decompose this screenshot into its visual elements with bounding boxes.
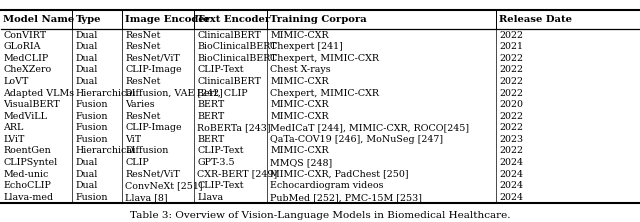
Text: Hierarchical: Hierarchical (76, 89, 136, 97)
Text: ResNet: ResNet (125, 42, 161, 51)
Text: MIMIC-CXR: MIMIC-CXR (270, 31, 329, 40)
Text: Hierarchical: Hierarchical (76, 147, 136, 155)
Text: 2022: 2022 (499, 112, 524, 121)
Text: 2023: 2023 (499, 135, 524, 144)
Text: Adapted VLMs: Adapted VLMs (3, 89, 74, 97)
Text: Chexpert [241]: Chexpert [241] (270, 42, 343, 51)
Text: Fusion: Fusion (76, 193, 108, 202)
Text: Fusion: Fusion (76, 100, 108, 109)
Text: BERT: BERT (197, 100, 225, 109)
Text: 2022: 2022 (499, 65, 524, 74)
Text: Dual: Dual (76, 42, 98, 51)
Text: EchoCLIP: EchoCLIP (3, 181, 51, 190)
Text: Llava [8]: Llava [8] (125, 193, 168, 202)
Text: Varies: Varies (125, 100, 155, 109)
Text: Fusion: Fusion (76, 135, 108, 144)
Text: Bert, CLIP: Bert, CLIP (197, 89, 248, 97)
Text: ResNet: ResNet (125, 31, 161, 40)
Text: Fusion: Fusion (76, 123, 108, 132)
Text: Dual: Dual (76, 31, 98, 40)
Text: Fusion: Fusion (76, 112, 108, 121)
Text: 2022: 2022 (499, 147, 524, 155)
Text: QaTa-COV19 [246], MoNuSeg [247]: QaTa-COV19 [246], MoNuSeg [247] (270, 135, 444, 144)
Text: Diffusion: Diffusion (125, 147, 169, 155)
Text: LoVT: LoVT (3, 77, 29, 86)
Text: GLoRIA: GLoRIA (3, 42, 41, 51)
Text: Training Corpora: Training Corpora (270, 15, 367, 24)
Text: ResNet: ResNet (125, 112, 161, 121)
Text: Dual: Dual (76, 54, 98, 63)
Text: Llava-med: Llava-med (3, 193, 53, 202)
Text: Release Date: Release Date (499, 15, 572, 24)
Text: MedICaT [244], MIMIC-CXR, ROCO[245]: MedICaT [244], MIMIC-CXR, ROCO[245] (270, 123, 469, 132)
Text: MedViLL: MedViLL (3, 112, 47, 121)
Text: CLIP: CLIP (125, 158, 149, 167)
Text: GPT-3.5: GPT-3.5 (197, 158, 235, 167)
Text: Image Encoder: Image Encoder (125, 15, 211, 24)
Text: Model Name: Model Name (3, 15, 74, 24)
Text: ClinicalBERT: ClinicalBERT (197, 31, 261, 40)
Text: 2024: 2024 (499, 158, 524, 167)
Text: CLIP-Image: CLIP-Image (125, 123, 182, 132)
Text: Llava: Llava (197, 193, 223, 202)
Text: 2024: 2024 (499, 170, 524, 179)
Text: MIMIC-CXR: MIMIC-CXR (270, 112, 329, 121)
Text: ResNet: ResNet (125, 77, 161, 86)
Text: Chest X-rays: Chest X-rays (270, 65, 331, 74)
Text: CLIP-Text: CLIP-Text (197, 65, 244, 74)
Text: Dual: Dual (76, 170, 98, 179)
Text: LViT: LViT (3, 135, 24, 144)
Text: Echocardiogram videos: Echocardiogram videos (270, 181, 383, 190)
Text: BERT: BERT (197, 135, 225, 144)
Text: 2021: 2021 (499, 42, 524, 51)
Text: ViT: ViT (125, 135, 141, 144)
Text: 2022: 2022 (499, 31, 524, 40)
Text: BioClinicalBERT: BioClinicalBERT (197, 42, 276, 51)
Text: CLIP-Image: CLIP-Image (125, 65, 182, 74)
Text: CXR-BERT [249]: CXR-BERT [249] (197, 170, 277, 179)
Text: CLIPSyntel: CLIPSyntel (3, 158, 58, 167)
Text: ARL: ARL (3, 123, 24, 132)
Text: ResNet/ViT: ResNet/ViT (125, 54, 180, 63)
Text: MIMIC-CXR: MIMIC-CXR (270, 77, 329, 86)
Text: VisualBERT: VisualBERT (3, 100, 60, 109)
Text: BERT: BERT (197, 112, 225, 121)
Text: MIMIC-CXR: MIMIC-CXR (270, 100, 329, 109)
Text: MIMIC-CXR, PadChest [250]: MIMIC-CXR, PadChest [250] (270, 170, 409, 179)
Text: Type: Type (76, 15, 101, 24)
Text: Dual: Dual (76, 181, 98, 190)
Text: MedCLIP: MedCLIP (3, 54, 49, 63)
Text: Dual: Dual (76, 158, 98, 167)
Text: 2022: 2022 (499, 123, 524, 132)
Text: ClinicalBERT: ClinicalBERT (197, 77, 261, 86)
Text: BioClinicalBERT: BioClinicalBERT (197, 54, 276, 63)
Text: PubMed [252], PMC-15M [253]: PubMed [252], PMC-15M [253] (270, 193, 422, 202)
Text: Diffusion, VAE [242]: Diffusion, VAE [242] (125, 89, 223, 97)
Text: 2024: 2024 (499, 181, 524, 190)
Text: 2022: 2022 (499, 54, 524, 63)
Text: Dual: Dual (76, 65, 98, 74)
Text: CLIP-Text: CLIP-Text (197, 181, 244, 190)
Text: ConVIRT: ConVIRT (3, 31, 46, 40)
Text: Table 3: Overview of Vision-Language Models in Biomedical Healthcare.: Table 3: Overview of Vision-Language Mod… (130, 211, 510, 220)
Text: Chexpert, MIMIC-CXR: Chexpert, MIMIC-CXR (270, 89, 379, 97)
Text: Med-unic: Med-unic (3, 170, 49, 179)
Text: ResNet/ViT: ResNet/ViT (125, 170, 180, 179)
Text: Text Encoder: Text Encoder (197, 15, 270, 24)
Text: RoBERTa [243]: RoBERTa [243] (197, 123, 271, 132)
Text: 2022: 2022 (499, 77, 524, 86)
Text: Dual: Dual (76, 77, 98, 86)
Text: MIMIC-CXR: MIMIC-CXR (270, 147, 329, 155)
Text: 2022: 2022 (499, 89, 524, 97)
Text: 2024: 2024 (499, 193, 524, 202)
Text: ConvNeXt [251]: ConvNeXt [251] (125, 181, 203, 190)
Text: Chexpert, MIMIC-CXR: Chexpert, MIMIC-CXR (270, 54, 379, 63)
Text: 2020: 2020 (499, 100, 524, 109)
Text: CLIP-Text: CLIP-Text (197, 147, 244, 155)
Text: RoentGen: RoentGen (3, 147, 51, 155)
Text: MMQS [248]: MMQS [248] (270, 158, 332, 167)
Text: CheXZero: CheXZero (3, 65, 51, 74)
